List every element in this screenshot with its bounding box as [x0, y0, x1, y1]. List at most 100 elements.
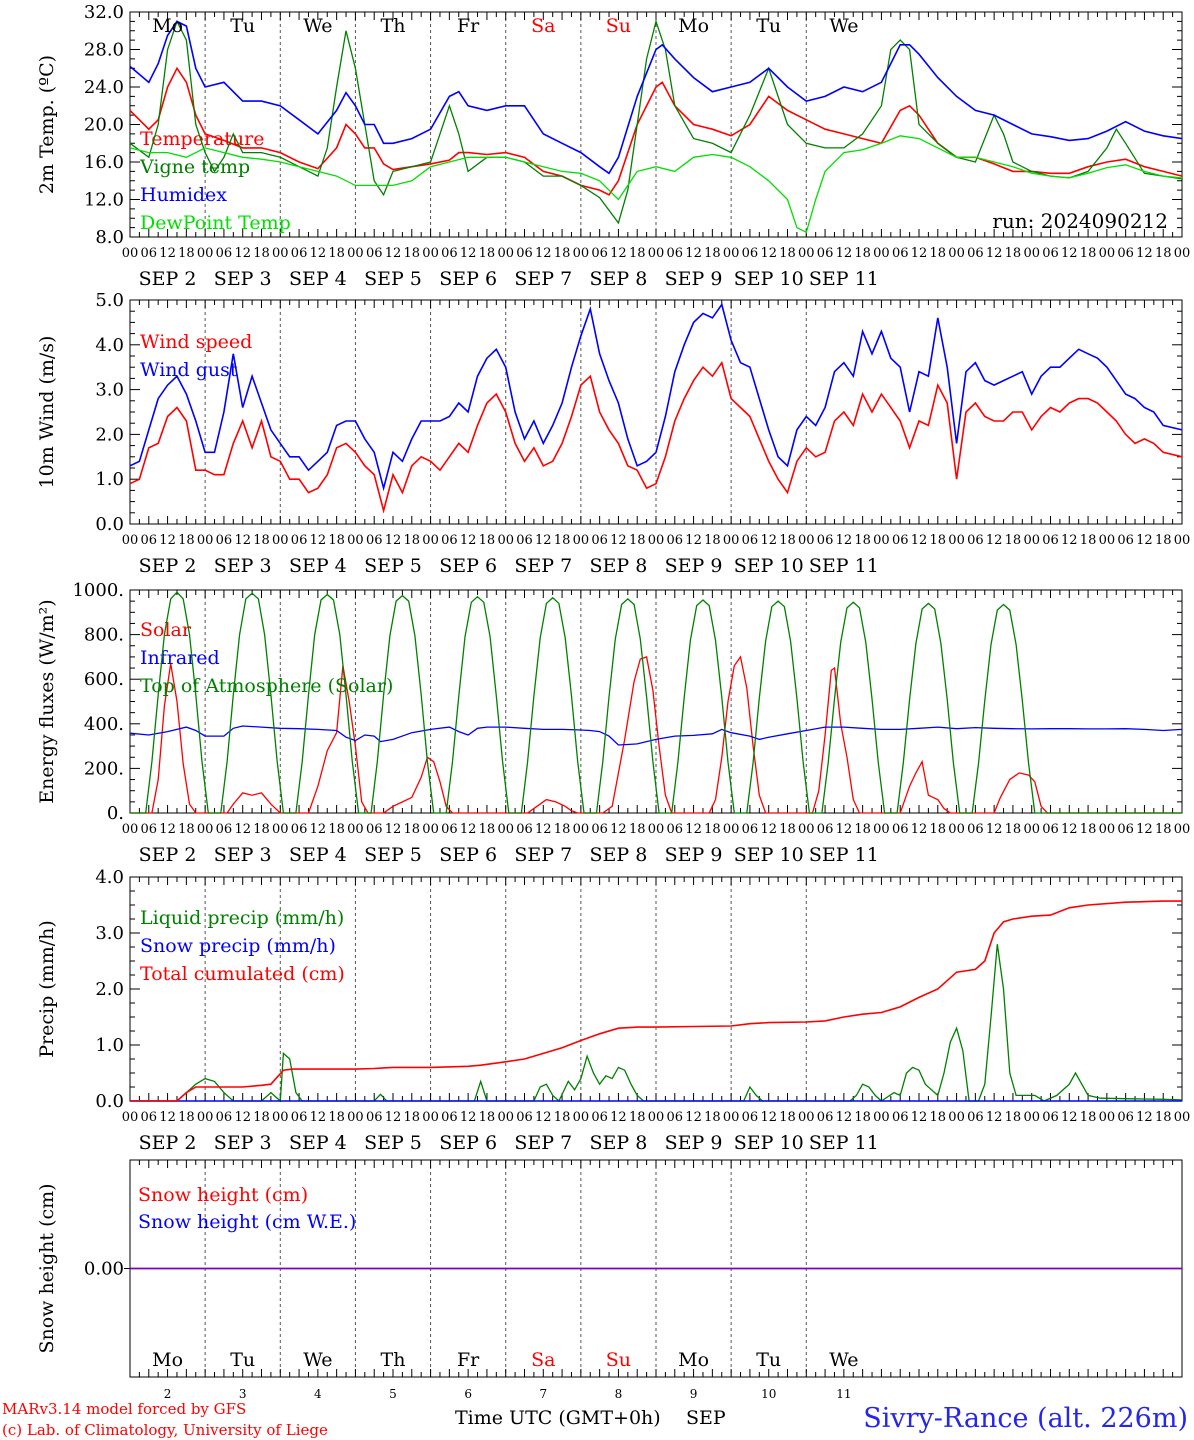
date-label: SEP 10: [734, 555, 804, 577]
series-line-0-3: [129, 135, 1183, 234]
hour-tick-label: 06: [591, 1110, 608, 1125]
date-label: SEP 5: [364, 1132, 422, 1154]
y-axis-title: 10m Wind (m/s): [36, 336, 58, 489]
date-label: SEP 9: [665, 555, 723, 577]
y-tick-label: 800.: [84, 625, 124, 646]
hour-tick-label: 06: [667, 246, 684, 261]
hour-tick-label: 00: [873, 533, 890, 548]
hour-tick-label: 06: [441, 533, 458, 548]
hour-tick-label: 18: [554, 246, 571, 261]
dow-label-top: Fr: [457, 15, 480, 37]
dow-label-bottom: Mo: [152, 1349, 183, 1371]
y-tick-label: 2.0: [95, 979, 124, 1000]
y-tick-label: 0.00: [84, 1259, 124, 1280]
hour-tick-label: 00: [1023, 533, 1040, 548]
hour-tick-label: 12: [460, 246, 477, 261]
credit-line-2: (c) Lab. of Climatology, University of L…: [2, 1421, 328, 1439]
legend-entry: Solar: [140, 619, 192, 641]
hour-tick-label: 12: [310, 246, 327, 261]
hour-tick-label: 06: [366, 822, 383, 837]
hour-tick-label: 12: [685, 533, 702, 548]
date-label: SEP 2: [139, 1132, 197, 1154]
y-tick-label: 8.0: [95, 227, 124, 248]
date-label: SEP 2: [139, 268, 197, 290]
hour-tick-label: 12: [610, 533, 627, 548]
hour-tick-label: 00: [197, 822, 214, 837]
date-label: SEP 5: [364, 555, 422, 577]
dow-label-top: Mo: [678, 15, 709, 37]
date-label: SEP 10: [734, 1132, 804, 1154]
date-label: SEP 3: [214, 268, 272, 290]
date-label: SEP 3: [214, 1132, 272, 1154]
hour-tick-label: 06: [291, 246, 308, 261]
date-label: SEP 6: [439, 1132, 497, 1154]
date-number-bottom: 10: [761, 1387, 776, 1401]
hour-tick-label: 06: [366, 1110, 383, 1125]
hour-tick-label: 12: [760, 246, 777, 261]
hour-tick-label: 18: [404, 246, 421, 261]
hour-tick-label: 18: [629, 822, 646, 837]
hour-tick-label: 00: [723, 1110, 740, 1125]
hour-tick-label: 12: [986, 533, 1003, 548]
y-tick-label: 1.0: [95, 1035, 124, 1056]
hour-tick-label: 18: [854, 533, 871, 548]
hour-tick-label: 12: [986, 246, 1003, 261]
date-number-bottom: 2: [164, 1387, 172, 1401]
dow-label-top: Tu: [230, 15, 255, 37]
date-label: SEP 2: [139, 555, 197, 577]
date-label: SEP 7: [514, 844, 572, 866]
hour-tick-label: 18: [253, 1110, 270, 1125]
time-axis-title: Time UTC (GMT+0h): [455, 1407, 661, 1429]
hour-tick-label: 00: [497, 246, 514, 261]
hour-tick-label: 18: [854, 822, 871, 837]
hour-tick-label: 00: [347, 822, 364, 837]
y-tick-label: 0.0: [95, 514, 124, 535]
hour-tick-label: 18: [1005, 246, 1022, 261]
hour-tick-label: 06: [667, 533, 684, 548]
credit-line-1: MARv3.14 model forced by GFS: [2, 1400, 246, 1418]
hour-tick-label: 06: [441, 246, 458, 261]
hour-tick-label: 12: [836, 246, 853, 261]
hour-tick-label: 06: [742, 533, 759, 548]
hour-tick-label: 12: [1061, 822, 1078, 837]
hour-tick-label: 00: [422, 533, 439, 548]
date-label: SEP 11: [809, 844, 879, 866]
hour-tick-label: 18: [704, 246, 721, 261]
hour-tick-label: 00: [1099, 1110, 1116, 1125]
hour-tick-label: 06: [516, 246, 533, 261]
hour-tick-label: 18: [1005, 1110, 1022, 1125]
series-line-1-0: [129, 360, 1183, 514]
hour-tick-label: 12: [760, 822, 777, 837]
hour-tick-label: 00: [723, 822, 740, 837]
date-label: SEP 6: [439, 555, 497, 577]
chart-panel-3: 0.0 1.0 2.0 3.0 4.0 Precip (mm/h) Liquid preci…: [36, 867, 1190, 1154]
hour-tick-label: 18: [704, 822, 721, 837]
hour-tick-label: 06: [967, 822, 984, 837]
hour-tick-label: 00: [1099, 822, 1116, 837]
legend-entry: Top of Atmosphere (Solar): [140, 675, 393, 697]
hour-tick-label: 18: [404, 822, 421, 837]
hour-tick-label: 18: [479, 246, 496, 261]
hour-tick-label: 06: [141, 1110, 158, 1125]
hour-tick-label: 18: [404, 1110, 421, 1125]
dow-label-top: Mo: [152, 15, 183, 37]
date-label: SEP 8: [590, 555, 648, 577]
legend-entry: Liquid precip (mm/h): [140, 907, 344, 929]
hour-tick-label: 00: [948, 533, 965, 548]
date-number-bottom: 3: [239, 1387, 247, 1401]
hour-tick-label: 12: [535, 822, 552, 837]
hour-tick-label: 12: [310, 1110, 327, 1125]
legend-entry: Wind speed: [140, 331, 252, 353]
date-label: SEP 10: [734, 844, 804, 866]
legend-entry: Infrared: [140, 647, 220, 669]
hour-tick-label: 12: [1061, 1110, 1078, 1125]
hour-tick-label: 06: [216, 822, 233, 837]
hour-tick-label: 18: [1005, 822, 1022, 837]
hour-tick-label: 12: [1136, 1110, 1153, 1125]
hour-tick-label: 00: [798, 822, 815, 837]
date-label: SEP 8: [590, 268, 648, 290]
hour-tick-label: 18: [1080, 822, 1097, 837]
hour-tick-label: 06: [141, 822, 158, 837]
hour-tick-label: 18: [1155, 246, 1172, 261]
hour-tick-label: 00: [1174, 1110, 1191, 1125]
